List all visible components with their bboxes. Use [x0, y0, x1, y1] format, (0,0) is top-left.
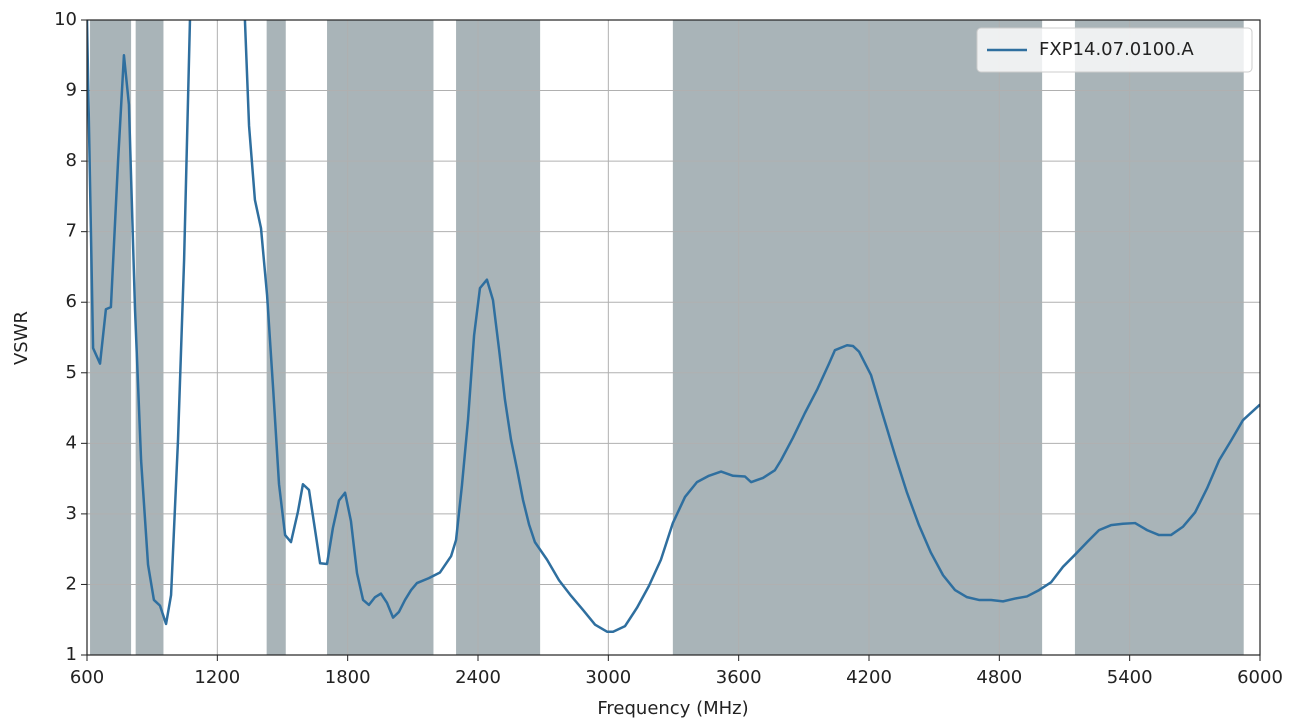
- y-tick-label: 1: [66, 644, 77, 665]
- band: [135, 20, 164, 655]
- x-tick-label: 600: [70, 667, 104, 688]
- y-tick-label: 8: [66, 150, 77, 171]
- band: [672, 20, 1043, 655]
- band: [1074, 20, 1244, 655]
- x-tick-label: 4800: [976, 667, 1022, 688]
- x-tick-label: 2400: [455, 667, 501, 688]
- band: [327, 20, 434, 655]
- x-tick-label: 6000: [1237, 667, 1283, 688]
- legend-label: FXP14.07.0100.A: [1039, 39, 1194, 60]
- y-axis-label: VSWR: [11, 311, 32, 365]
- x-tick-label: 1800: [325, 667, 371, 688]
- legend: FXP14.07.0100.A: [976, 27, 1253, 73]
- y-tick-label: 10: [54, 9, 77, 30]
- x-tick-label: 3600: [716, 667, 762, 688]
- y-tick-label: 6: [66, 291, 77, 312]
- band: [90, 20, 132, 655]
- y-tick-label: 9: [66, 80, 77, 101]
- y-tick-label: 7: [66, 221, 77, 242]
- x-tick-label: 1200: [194, 667, 240, 688]
- x-axis-label: Frequency (MHz): [597, 698, 748, 719]
- plot-frame: [86, 19, 1261, 656]
- line: [87, 20, 1260, 633]
- y-tick-label: 2: [66, 573, 77, 594]
- x-tick-label: 5400: [1107, 667, 1153, 688]
- legend-box: [976, 27, 1253, 73]
- x-tick-label: 3000: [585, 667, 631, 688]
- x-tick-label: 4200: [846, 667, 892, 688]
- y-tick-label: 3: [66, 503, 77, 524]
- y-tick-label: 4: [66, 432, 77, 453]
- y-tick-label: 5: [66, 362, 77, 383]
